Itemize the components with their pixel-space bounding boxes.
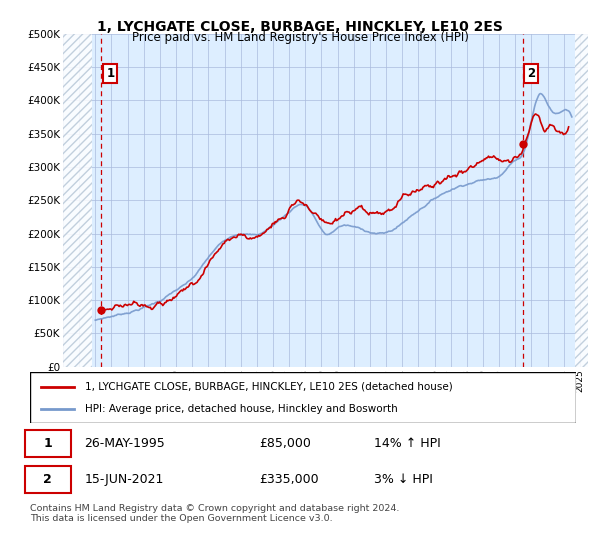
Text: Contains HM Land Registry data © Crown copyright and database right 2024.
This d: Contains HM Land Registry data © Crown c… bbox=[30, 504, 400, 524]
Text: 26-MAY-1995: 26-MAY-1995 bbox=[85, 437, 166, 450]
Text: 1: 1 bbox=[43, 437, 52, 450]
Text: 14% ↑ HPI: 14% ↑ HPI bbox=[374, 437, 441, 450]
Text: 1: 1 bbox=[106, 67, 115, 80]
Text: 2: 2 bbox=[43, 473, 52, 486]
Text: 1, LYCHGATE CLOSE, BURBAGE, HINCKLEY, LE10 2ES (detached house): 1, LYCHGATE CLOSE, BURBAGE, HINCKLEY, LE… bbox=[85, 381, 452, 391]
Bar bbox=[575, 34, 588, 367]
Text: 15-JUN-2021: 15-JUN-2021 bbox=[85, 473, 164, 486]
FancyBboxPatch shape bbox=[25, 430, 71, 458]
Bar bbox=[63, 34, 92, 367]
Text: HPI: Average price, detached house, Hinckley and Bosworth: HPI: Average price, detached house, Hinc… bbox=[85, 404, 397, 414]
Text: £335,000: £335,000 bbox=[259, 473, 319, 486]
Text: 3% ↓ HPI: 3% ↓ HPI bbox=[374, 473, 433, 486]
Text: 2: 2 bbox=[527, 67, 536, 80]
Text: £85,000: £85,000 bbox=[259, 437, 311, 450]
Text: Price paid vs. HM Land Registry's House Price Index (HPI): Price paid vs. HM Land Registry's House … bbox=[131, 31, 469, 44]
Text: 1, LYCHGATE CLOSE, BURBAGE, HINCKLEY, LE10 2ES: 1, LYCHGATE CLOSE, BURBAGE, HINCKLEY, LE… bbox=[97, 20, 503, 34]
FancyBboxPatch shape bbox=[25, 466, 71, 493]
